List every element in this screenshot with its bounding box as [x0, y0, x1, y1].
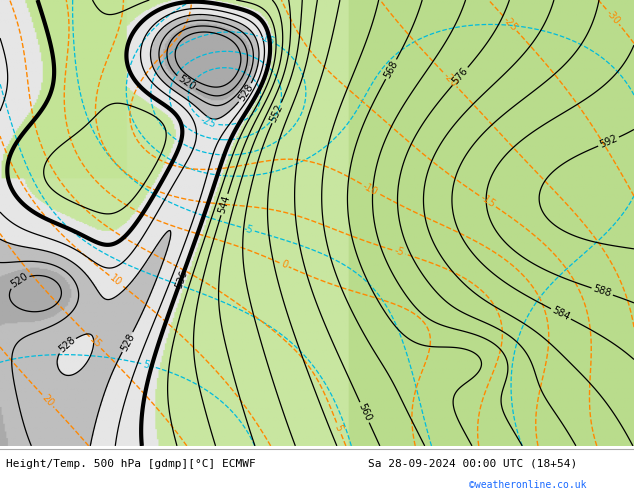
Text: -10: -10: [361, 181, 380, 197]
Text: 10: 10: [108, 273, 124, 288]
Text: 560: 560: [356, 402, 373, 423]
Text: 576: 576: [451, 66, 470, 86]
Text: -15: -15: [478, 193, 497, 210]
Text: -25: -25: [501, 14, 519, 33]
Text: Height/Temp. 500 hPa [gdmp][°C] ECMWF: Height/Temp. 500 hPa [gdmp][°C] ECMWF: [6, 459, 256, 468]
Text: 588: 588: [592, 284, 612, 299]
Text: 20: 20: [40, 392, 56, 409]
Text: 0: 0: [280, 259, 289, 270]
Text: 15: 15: [87, 335, 103, 350]
Text: -20: -20: [441, 70, 459, 89]
Text: 536: 536: [173, 269, 189, 290]
Text: 592: 592: [598, 133, 619, 150]
Text: -25: -25: [198, 114, 217, 129]
Text: 5: 5: [142, 359, 150, 370]
Text: -5: -5: [242, 223, 254, 235]
Text: 568: 568: [382, 59, 400, 80]
Text: 584: 584: [550, 305, 571, 322]
Text: Sa 28-09-2024 00:00 UTC (18+54): Sa 28-09-2024 00:00 UTC (18+54): [368, 459, 577, 468]
Text: 544: 544: [217, 194, 232, 215]
Text: 520: 520: [176, 74, 197, 92]
Text: 5: 5: [333, 422, 344, 432]
Text: -30: -30: [604, 7, 622, 26]
Text: 552: 552: [268, 102, 285, 123]
Text: -5: -5: [392, 246, 405, 258]
Text: 528: 528: [236, 82, 255, 103]
Text: 520: 520: [8, 271, 30, 290]
Text: -15: -15: [257, 31, 276, 47]
Text: 528: 528: [56, 335, 77, 355]
Text: ©weatheronline.co.uk: ©weatheronline.co.uk: [469, 480, 586, 490]
Text: 528: 528: [119, 331, 136, 352]
